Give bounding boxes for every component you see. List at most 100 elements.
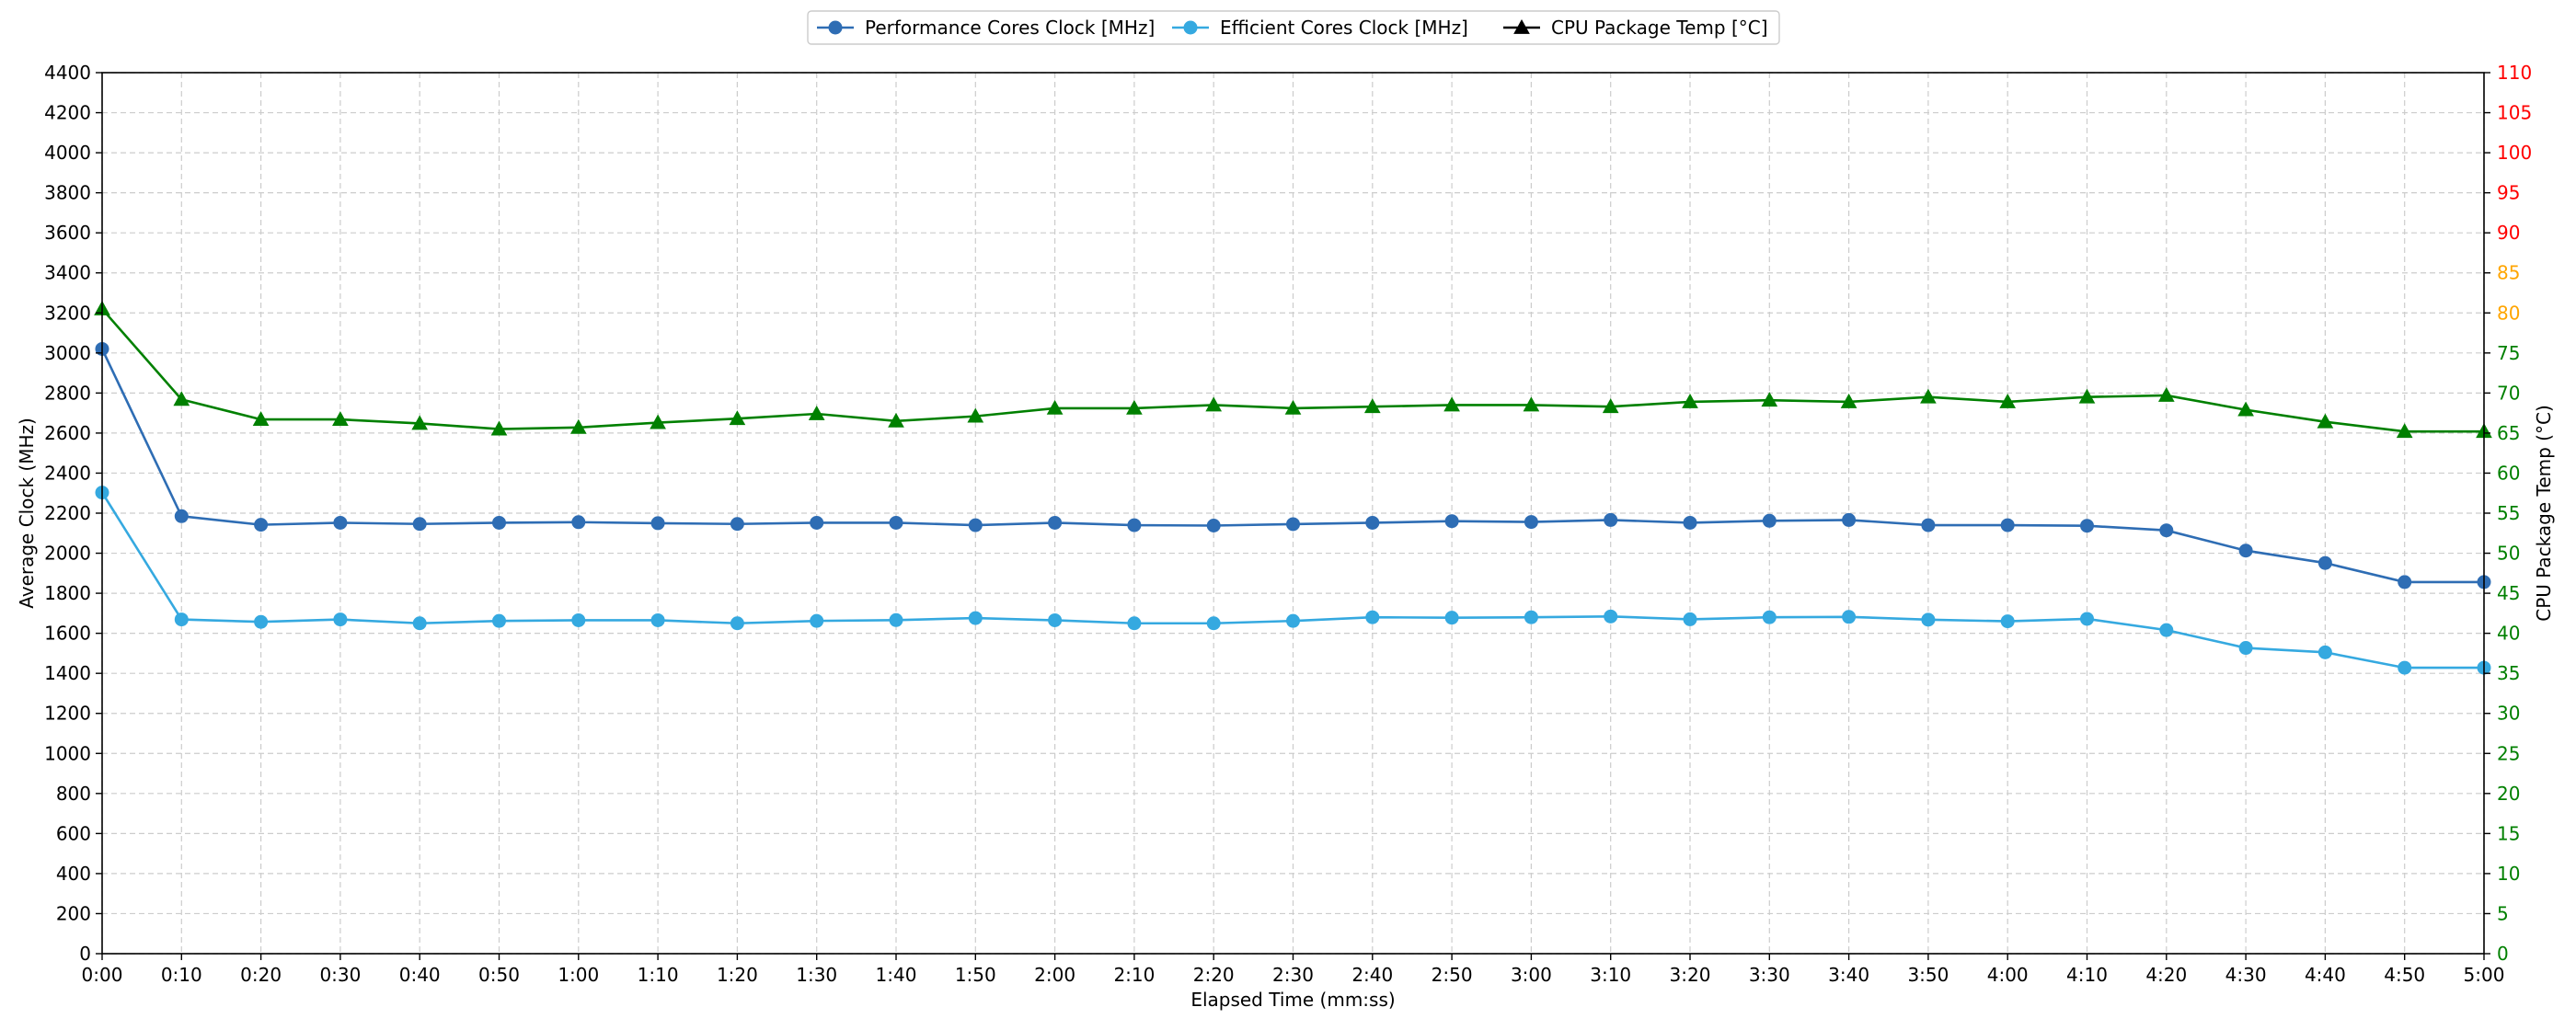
data-point <box>490 420 508 436</box>
data-point <box>729 410 746 426</box>
data-point <box>967 407 984 423</box>
y2-tick-label: 65 <box>2497 422 2520 444</box>
x-tick-label: 1:30 <box>796 964 837 986</box>
data-point <box>2317 555 2332 570</box>
data-point <box>2159 523 2174 538</box>
data-point <box>1206 616 1221 631</box>
data-point <box>492 613 506 628</box>
data-point <box>1443 396 1460 412</box>
data-point <box>1762 610 1777 624</box>
x-tick-label: 0:20 <box>240 964 282 986</box>
data-point <box>1524 515 1538 530</box>
data-point <box>2078 388 2096 404</box>
y-tick-label: 3800 <box>44 182 91 204</box>
grid <box>101 72 2485 955</box>
data-point <box>333 515 348 530</box>
data-point <box>1604 609 1618 624</box>
legend-entry: Performance Cores Clock [MHz] <box>817 17 1155 39</box>
x-tick-label: 1:10 <box>638 964 679 986</box>
data-point <box>1683 515 1697 530</box>
y2-tick-label: 5 <box>2497 902 2509 924</box>
y-tick-label: 2400 <box>44 462 91 484</box>
y-tick-label: 3600 <box>44 222 91 244</box>
x-tick-label: 2:10 <box>1113 964 1155 986</box>
data-point <box>1761 392 1778 407</box>
legend-marker <box>1183 20 1198 35</box>
y2-tick-label: 95 <box>2497 182 2520 204</box>
data-point <box>1604 512 1618 527</box>
data-point <box>2398 575 2412 589</box>
data-point <box>2000 614 2015 629</box>
x-tick-label: 2:50 <box>1432 964 1473 986</box>
data-point <box>2080 612 2094 626</box>
y-tick-label: 3200 <box>44 302 91 324</box>
data-point <box>571 612 586 627</box>
y2-tick-label: 50 <box>2497 543 2520 565</box>
y2-tick-label: 70 <box>2497 382 2520 404</box>
series-layer <box>94 300 2492 675</box>
data-point <box>1048 612 1063 627</box>
legend-marker <box>828 20 843 35</box>
data-point <box>1523 396 1540 412</box>
y2-tick-label: 0 <box>2497 943 2509 965</box>
data-point <box>730 517 744 532</box>
y2-tick-label: 100 <box>2497 142 2532 164</box>
x-tick-label: 0:00 <box>82 964 123 986</box>
x-tick-label: 4:00 <box>1987 964 2029 986</box>
data-point <box>1286 517 1300 532</box>
data-point <box>412 616 427 631</box>
series-2 <box>94 300 2492 439</box>
y2-tick-label: 110 <box>2497 62 2532 84</box>
data-point <box>1524 610 1538 624</box>
data-point <box>1999 393 2017 408</box>
x-tick-label: 4:30 <box>2225 964 2267 986</box>
x-tick-label: 4:50 <box>2384 964 2425 986</box>
data-point <box>174 612 189 627</box>
x-tick-label: 2:30 <box>1272 964 1314 986</box>
y2-tick-label: 105 <box>2497 102 2532 124</box>
legend-label: CPU Package Temp [°C] <box>1551 17 1768 39</box>
y-tick-label: 800 <box>56 783 91 805</box>
data-point <box>810 515 824 530</box>
x-tick-label: 1:00 <box>558 964 599 986</box>
y2-tick-label: 10 <box>2497 863 2520 885</box>
y2-tick-label: 30 <box>2497 703 2520 725</box>
data-point <box>569 418 587 434</box>
x-tick-label: 3:00 <box>1511 964 1552 986</box>
data-point <box>332 411 349 427</box>
data-point <box>1127 518 1142 532</box>
y-tick-label: 4200 <box>44 102 91 124</box>
legend-label: Efficient Cores Clock [MHz] <box>1220 17 1468 39</box>
data-point <box>1842 610 1857 624</box>
legend-box <box>807 10 1780 45</box>
x-tick-label: 1:50 <box>955 964 996 986</box>
series-1 <box>95 486 2491 675</box>
data-point <box>1840 393 1857 408</box>
data-point <box>254 518 269 532</box>
legend-marker <box>1513 18 1530 34</box>
data-point <box>730 616 744 631</box>
x-tick-label: 5:00 <box>2464 964 2505 986</box>
y-axis-title: Average Clock (MHz) <box>16 418 38 609</box>
data-point <box>2237 401 2254 417</box>
data-point <box>810 613 824 628</box>
x-axis-title: Elapsed Time (mm:ss) <box>1190 989 1395 1011</box>
y-tick-label: 1200 <box>44 703 91 725</box>
y2-tick-label: 55 <box>2497 502 2520 524</box>
data-point <box>1921 518 1936 532</box>
data-point <box>968 611 983 625</box>
data-point <box>1842 512 1857 527</box>
x-tick-label: 3:50 <box>1907 964 1949 986</box>
series-0 <box>95 341 2491 589</box>
data-point <box>889 612 903 627</box>
data-point <box>2317 645 2332 659</box>
y-tick-label: 1400 <box>44 662 91 684</box>
data-point <box>2398 660 2412 675</box>
data-point <box>1444 514 1459 529</box>
data-point <box>252 411 270 427</box>
y-tick-label: 3400 <box>44 262 91 284</box>
data-point <box>1602 398 1619 414</box>
data-point <box>1365 515 1380 530</box>
